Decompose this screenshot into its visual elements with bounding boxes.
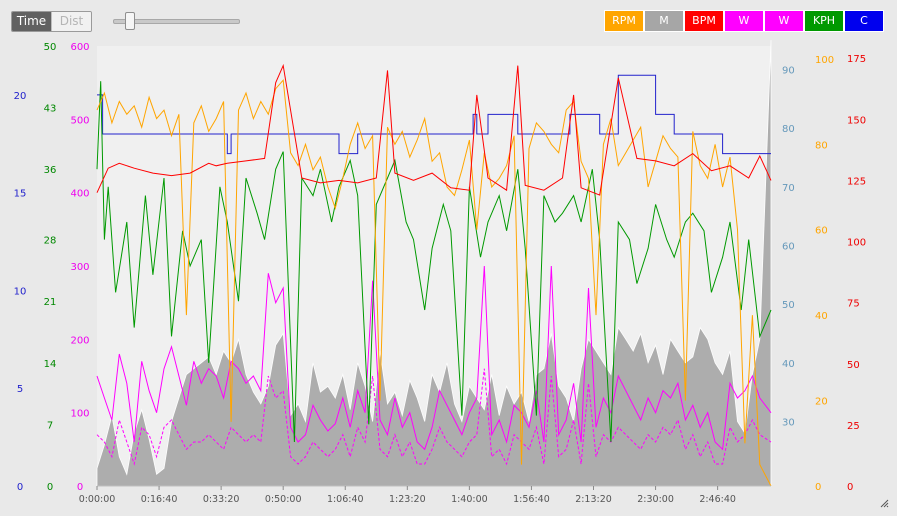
x-tick-label-6: 1:40:00 bbox=[451, 494, 488, 505]
tick-label-m-3: 60 bbox=[782, 241, 795, 252]
series-layer bbox=[96, 40, 772, 487]
tick-label-bpm-5: 125 bbox=[847, 176, 866, 187]
tick-label-rpm-0: 0 bbox=[815, 482, 821, 493]
tick-label-m-5: 80 bbox=[782, 124, 795, 135]
x-tick-label-1: 0:16:40 bbox=[141, 494, 178, 505]
legend-item-w-4[interactable]: W bbox=[764, 10, 804, 32]
tick-label-m-0: 30 bbox=[782, 417, 795, 428]
legend-item-m-1[interactable]: M bbox=[644, 10, 684, 32]
tick-label-w-4: 400 bbox=[70, 189, 89, 200]
tick-label-c-2: 10 bbox=[14, 286, 27, 297]
resize-grip-icon[interactable] bbox=[879, 498, 889, 508]
series-line-bpm-1 bbox=[96, 63, 772, 196]
tick-label-bpm-4: 100 bbox=[847, 238, 866, 249]
tick-label-w-3: 300 bbox=[70, 262, 89, 273]
tick-label-bpm-6: 150 bbox=[847, 115, 866, 126]
tick-label-m-2: 50 bbox=[782, 300, 795, 311]
series-area-m bbox=[96, 40, 772, 487]
x-mode-toggle: Time Dist bbox=[11, 11, 92, 32]
tick-label-bpm-2: 50 bbox=[847, 360, 860, 371]
tick-label-kph-2: 14 bbox=[44, 359, 57, 370]
tick-label-kph-5: 36 bbox=[44, 165, 57, 176]
tick-label-w-6: 600 bbox=[70, 42, 89, 53]
x-tick-label-9: 2:30:00 bbox=[637, 494, 674, 505]
zoom-slider[interactable] bbox=[113, 12, 240, 30]
tick-label-kph-3: 21 bbox=[44, 297, 57, 308]
axis-layer: 0510152007142128364350010020030040050060… bbox=[14, 42, 866, 505]
tick-label-c-1: 5 bbox=[17, 384, 23, 395]
x-tick-label-8: 2:13:20 bbox=[575, 494, 612, 505]
tick-label-w-2: 200 bbox=[70, 335, 89, 346]
tick-label-c-3: 15 bbox=[14, 189, 27, 200]
tick-label-m-6: 90 bbox=[782, 65, 795, 76]
series-line-kph-3 bbox=[96, 81, 772, 443]
tick-label-m-4: 70 bbox=[782, 183, 795, 194]
series-line-w-4 bbox=[96, 265, 772, 451]
distance-mode-button[interactable]: Dist bbox=[51, 12, 91, 31]
tick-label-kph-4: 28 bbox=[44, 236, 57, 247]
tick-label-w-1: 100 bbox=[70, 409, 89, 420]
tick-label-kph-1: 7 bbox=[47, 420, 53, 431]
tick-label-bpm-3: 75 bbox=[847, 299, 860, 310]
tick-label-w-0: 0 bbox=[77, 482, 83, 493]
x-tick-label-4: 1:06:40 bbox=[327, 494, 364, 505]
zoom-slider-track bbox=[113, 19, 240, 24]
tick-label-kph-7: 50 bbox=[44, 42, 57, 53]
series-line-w-5 bbox=[96, 368, 772, 466]
tick-label-kph-0: 0 bbox=[47, 482, 53, 493]
x-tick-label-0: 0:00:00 bbox=[79, 494, 116, 505]
zoom-slider-handle[interactable] bbox=[124, 12, 135, 30]
x-tick-label-2: 0:33:20 bbox=[203, 494, 240, 505]
x-tick-label-10: 2:46:40 bbox=[699, 494, 736, 505]
tick-label-rpm-3: 60 bbox=[815, 226, 828, 237]
legend-item-kph-5[interactable]: KPH bbox=[804, 10, 844, 32]
tick-label-rpm-1: 20 bbox=[815, 397, 828, 408]
tick-label-rpm-2: 40 bbox=[815, 311, 828, 322]
legend-item-w-3[interactable]: W bbox=[724, 10, 764, 32]
x-tick-label-5: 1:23:20 bbox=[389, 494, 426, 505]
tick-label-kph-6: 43 bbox=[44, 104, 57, 115]
x-tick-label-7: 1:56:40 bbox=[513, 494, 550, 505]
tick-label-w-5: 500 bbox=[70, 115, 89, 126]
tick-label-c-0: 0 bbox=[17, 482, 23, 493]
tick-label-bpm-1: 25 bbox=[847, 421, 860, 432]
tick-label-rpm-5: 100 bbox=[815, 55, 834, 66]
series-line-c-0 bbox=[97, 74, 771, 155]
tick-label-m-1: 40 bbox=[782, 359, 795, 370]
legend-item-rpm-0[interactable]: RPM bbox=[604, 10, 644, 32]
x-tick-label-3: 0:50:00 bbox=[265, 494, 302, 505]
tick-label-bpm-0: 0 bbox=[847, 482, 853, 493]
time-mode-button[interactable]: Time bbox=[12, 12, 51, 31]
tick-label-bpm-7: 175 bbox=[847, 54, 866, 65]
tick-label-rpm-4: 80 bbox=[815, 140, 828, 151]
series-legend: RPM M BPM W W KPH C bbox=[604, 10, 884, 32]
tick-label-c-4: 20 bbox=[14, 91, 27, 102]
legend-item-c-6[interactable]: C bbox=[844, 10, 884, 32]
legend-item-bpm-2[interactable]: BPM bbox=[684, 10, 724, 32]
